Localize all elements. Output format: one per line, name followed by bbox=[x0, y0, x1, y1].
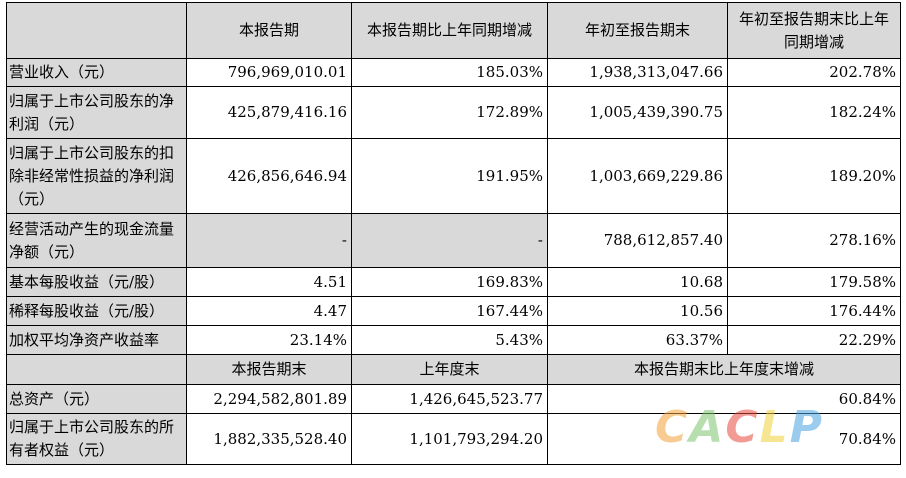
cell-value: 425,879,416.16 bbox=[186, 86, 352, 139]
table-row: 经营活动产生的现金流量净额（元） - - 788,612,857.40 278.… bbox=[6, 213, 901, 268]
header2-label-cell bbox=[6, 354, 187, 385]
table-row: 归属于上市公司股东的所有者权益（元） 1,882,335,528.40 1,10… bbox=[6, 413, 901, 465]
table-row: 归属于上市公司股东的净利润（元） 425,879,416.16 172.89% … bbox=[6, 86, 901, 139]
header-current-period: 本报告期 bbox=[186, 2, 352, 59]
cell-value: 788,612,857.40 bbox=[547, 213, 728, 268]
row-label: 加权平均净资产收益率 bbox=[6, 325, 187, 355]
cell-value: 278.16% bbox=[727, 213, 901, 268]
row-label: 经营活动产生的现金流量净额（元） bbox=[6, 213, 187, 268]
cell-value: 202.78% bbox=[727, 58, 901, 87]
financial-data-table: 本报告期 本报告期比上年同期增减 年初至报告期末 年初至报告期末比上年同期增减 … bbox=[6, 2, 901, 465]
cell-value: 5.43% bbox=[351, 325, 548, 355]
cell-value: 182.24% bbox=[727, 86, 901, 139]
row-label: 归属于上市公司股东的所有者权益（元） bbox=[6, 413, 187, 465]
cell-value: 4.47 bbox=[186, 296, 352, 326]
table-row: 总资产（元） 2,294,582,801.89 1,426,645,523.77… bbox=[6, 384, 901, 414]
cell-value: 10.68 bbox=[547, 267, 728, 297]
cell-value: 179.58% bbox=[727, 267, 901, 297]
cell-value: 169.83% bbox=[351, 267, 548, 297]
cell-value: 22.29% bbox=[727, 325, 901, 355]
row-label: 基本每股收益（元/股） bbox=[6, 267, 187, 297]
cell-value: 176.44% bbox=[727, 296, 901, 326]
header-label-cell bbox=[6, 2, 187, 59]
header-period-end: 本报告期末 bbox=[186, 354, 352, 385]
cell-value: 426,856,646.94 bbox=[186, 138, 352, 214]
cell-value: 796,969,010.01 bbox=[186, 58, 352, 87]
header-ytd-change-text: 年初至报告期末比上年同期增减 bbox=[738, 9, 889, 51]
cell-value: 1,003,669,229.86 bbox=[547, 138, 728, 214]
header-row: 本报告期 本报告期比上年同期增减 年初至报告期末 年初至报告期末比上年同期增减 bbox=[6, 2, 901, 59]
table-row: 营业收入（元） 796,969,010.01 185.03% 1,938,313… bbox=[6, 58, 901, 87]
cell-value: 191.95% bbox=[351, 138, 548, 214]
header-current-period-change: 本报告期比上年同期增减 bbox=[351, 2, 548, 59]
header-prior-year-end: 上年度末 bbox=[351, 354, 548, 385]
cell-value: 1,426,645,523.77 bbox=[351, 384, 548, 414]
cell-value: - bbox=[351, 213, 548, 268]
cell-value: 185.03% bbox=[351, 58, 548, 87]
row-label: 营业收入（元） bbox=[6, 58, 187, 87]
cell-value: 167.44% bbox=[351, 296, 548, 326]
row-label: 归属于上市公司股东的扣除非经常性损益的净利润（元） bbox=[6, 138, 187, 214]
row-label: 总资产（元） bbox=[6, 384, 187, 414]
cell-value: 10.56 bbox=[547, 296, 728, 326]
cell-value: 1,938,313,047.66 bbox=[547, 58, 728, 87]
cell-value: 1,005,439,390.75 bbox=[547, 86, 728, 139]
cell-value: - bbox=[186, 213, 352, 268]
table-row: 加权平均净资产收益率 23.14% 5.43% 63.37% 22.29% bbox=[6, 325, 901, 355]
table-row: 稀释每股收益（元/股） 4.47 167.44% 10.56 176.44% bbox=[6, 296, 901, 326]
header-row-2: 本报告期末 上年度末 本报告期末比上年度末增减 bbox=[6, 354, 901, 385]
cell-value: 1,101,793,294.20 bbox=[351, 413, 548, 465]
header-period-end-change: 本报告期末比上年度末增减 bbox=[547, 354, 901, 385]
cell-value: 70.84% bbox=[547, 413, 901, 465]
cell-value: 189.20% bbox=[727, 138, 901, 214]
header-ytd: 年初至报告期末 bbox=[547, 2, 728, 59]
cell-value: 2,294,582,801.89 bbox=[186, 384, 352, 414]
cell-value: 4.51 bbox=[186, 267, 352, 297]
cell-value: 63.37% bbox=[547, 325, 728, 355]
row-label: 稀释每股收益（元/股） bbox=[6, 296, 187, 326]
cell-value: 172.89% bbox=[351, 86, 548, 139]
cell-value: 60.84% bbox=[547, 384, 901, 414]
header-ytd-change: 年初至报告期末比上年同期增减 bbox=[727, 2, 901, 59]
row-label: 归属于上市公司股东的净利润（元） bbox=[6, 86, 187, 139]
table-row: 基本每股收益（元/股） 4.51 169.83% 10.68 179.58% bbox=[6, 267, 901, 297]
cell-value: 23.14% bbox=[186, 325, 352, 355]
table-row: 归属于上市公司股东的扣除非经常性损益的净利润（元） 426,856,646.94… bbox=[6, 138, 901, 214]
cell-value: 1,882,335,528.40 bbox=[186, 413, 352, 465]
